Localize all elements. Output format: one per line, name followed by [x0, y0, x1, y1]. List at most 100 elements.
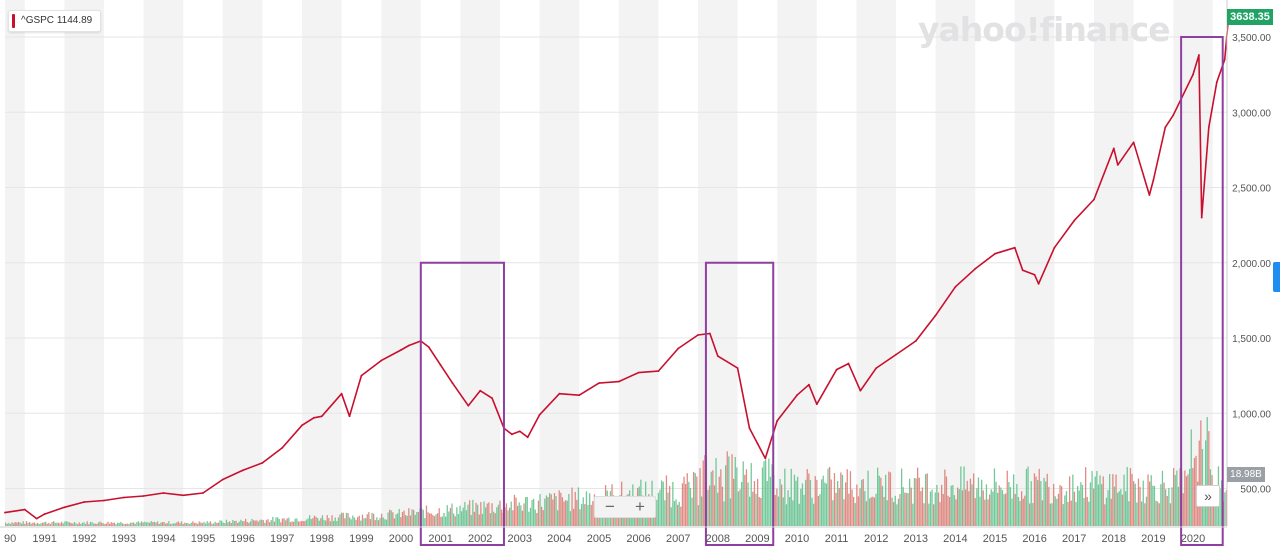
volume-bar [398, 509, 400, 526]
price-point [1207, 126, 1210, 129]
expand-chevron-icon[interactable]: » [1196, 485, 1220, 507]
volume-bar [56, 522, 58, 526]
volume-bar [718, 476, 720, 526]
volume-bar [928, 503, 930, 526]
side-panel-tab[interactable] [1273, 262, 1280, 292]
price-point [934, 314, 937, 317]
volume-bar [525, 497, 527, 526]
volume-bar [1184, 470, 1186, 526]
volume-bar [1065, 491, 1068, 526]
volume-bar [499, 500, 501, 526]
volume-bar [1014, 493, 1016, 526]
volume-bar [1069, 476, 1071, 526]
price-point [708, 332, 711, 335]
volume-bar [693, 471, 695, 526]
volume-bar [558, 490, 560, 526]
volume-bar [1086, 496, 1088, 526]
volume-bar [1091, 471, 1093, 526]
price-point [736, 367, 739, 369]
yahoo-finance-logo: yahoo!finance [918, 10, 1171, 49]
volume-bar [713, 485, 716, 526]
volume-bar [822, 475, 824, 526]
series-legend[interactable]: ^GSPC 1144.89 [8, 10, 102, 32]
volume-bar [702, 460, 704, 526]
volume-bar [409, 515, 412, 526]
volume-bar [913, 478, 916, 526]
volume-bar [589, 493, 591, 526]
volume-bar [985, 484, 988, 526]
volume-bar [1070, 500, 1072, 526]
price-point [451, 382, 454, 385]
volume-bar [656, 499, 658, 526]
volume-bar [289, 522, 292, 526]
volume-bar [1134, 483, 1136, 526]
volume-bar [339, 514, 341, 526]
volume-bar [1104, 504, 1106, 526]
volume-bar [766, 480, 768, 526]
volume-bar [749, 496, 751, 526]
volume-bar [947, 495, 949, 526]
price-point [776, 419, 779, 422]
price-point [122, 496, 125, 499]
volume-bar [757, 478, 759, 526]
volume-bar [523, 503, 525, 526]
price-point [764, 457, 767, 460]
volume-bar [765, 459, 767, 526]
volume-bar [173, 523, 175, 526]
volume-bar [166, 523, 168, 526]
price-point [1200, 216, 1203, 219]
volume-bar [113, 522, 116, 526]
volume-bar [1225, 490, 1228, 526]
zoom-in-button[interactable]: + [635, 497, 645, 516]
volume-bar [29, 522, 31, 526]
x-tick-label: 2005 [587, 533, 611, 545]
volume-bar [293, 521, 295, 526]
volume-bar [469, 500, 471, 526]
volume-bar [968, 491, 970, 526]
volume-bar [72, 523, 74, 526]
price-point [895, 353, 897, 356]
volume-bar [69, 522, 71, 526]
x-tick-label: 2019 [1141, 533, 1165, 545]
price-point [815, 403, 818, 406]
volume-bar [464, 502, 466, 526]
volume-bar [1027, 466, 1029, 526]
volume-bar [550, 494, 552, 526]
volume-bar [360, 520, 362, 526]
volume-bar [187, 523, 189, 526]
volume-bar [723, 501, 725, 526]
volume-bar [483, 501, 485, 526]
volume-bar [861, 479, 863, 526]
volume-bar [910, 487, 912, 526]
volume-bar [761, 467, 764, 526]
volume-bar [107, 521, 109, 526]
volume-bar [845, 482, 847, 526]
highlight-box [704, 261, 775, 546]
volume-bar [283, 518, 285, 526]
volume-bar [563, 501, 565, 526]
volume-bar [91, 522, 93, 526]
volume-bar [390, 510, 392, 526]
volume-bar [701, 496, 703, 526]
volume-bar [177, 521, 180, 526]
price-point [1073, 219, 1076, 222]
volume-bar [555, 496, 557, 526]
volume-bar [565, 500, 567, 526]
volume-bar [921, 487, 924, 526]
volume-bar [933, 504, 935, 526]
volume-bar [1200, 420, 1202, 526]
volume-bar [405, 515, 407, 526]
zoom-out-button[interactable]: − [605, 497, 615, 516]
volume-bar [49, 524, 52, 526]
volume-bar [273, 521, 276, 526]
volume-bar [33, 522, 36, 526]
volume-bar [225, 519, 228, 526]
legend-symbol: ^GSPC [21, 15, 55, 26]
volume-bar [422, 509, 424, 526]
volume-bar [1128, 501, 1130, 526]
price-point [182, 494, 185, 497]
volume-bar [219, 520, 221, 526]
volume-bar [1037, 480, 1039, 526]
